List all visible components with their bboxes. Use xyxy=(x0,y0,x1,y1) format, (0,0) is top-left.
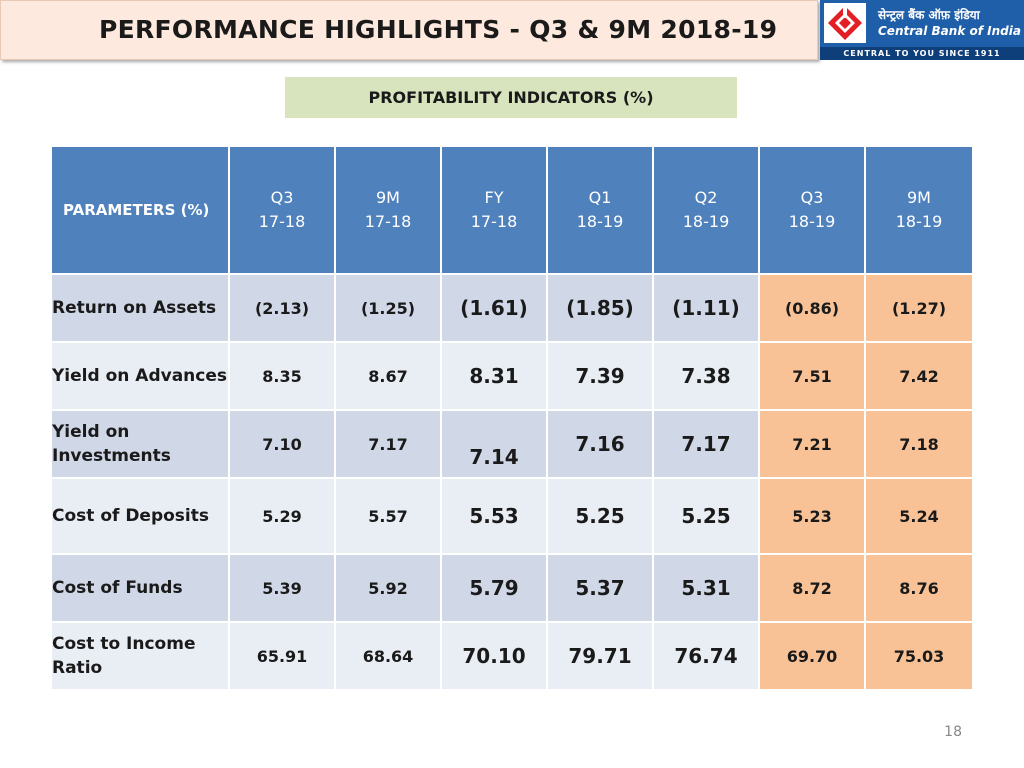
column-header-year: 17-18 xyxy=(470,212,518,231)
table-cell: 65.91 xyxy=(228,621,336,691)
table-cell-highlighted: 7.51 xyxy=(758,341,866,411)
table-cell: (1.61) xyxy=(440,273,548,343)
column-header-year: 18-19 xyxy=(576,212,624,231)
table-cell: 5.53 xyxy=(440,477,548,555)
row-label: Yield on Investments xyxy=(50,409,230,479)
table-row: Yield on Advances 8.35 8.67 8.31 7.39 7.… xyxy=(50,341,974,411)
column-header: 9M 17-18 xyxy=(334,145,442,275)
row-label: Yield on Advances xyxy=(50,341,230,411)
bank-logo: सेन्ट्रल बैंक ऑफ़ इंडिया Central Bank of… xyxy=(820,0,1024,60)
column-header-period: FY xyxy=(484,188,504,207)
row-label: Cost of Funds xyxy=(50,553,230,623)
column-header: Q1 18-19 xyxy=(546,145,654,275)
table-cell: 7.39 xyxy=(546,341,654,411)
table-cell: 79.71 xyxy=(546,621,654,691)
table-cell-highlighted: 7.18 xyxy=(864,409,974,479)
table-row: Cost of Funds 5.39 5.92 5.79 5.37 5.31 8… xyxy=(50,553,974,623)
page-title: PERFORMANCE HIGHLIGHTS - Q3 & 9M 2018-19 xyxy=(99,15,778,44)
table-cell: 5.37 xyxy=(546,553,654,623)
column-header: Q2 18-19 xyxy=(652,145,760,275)
bank-emblem-icon xyxy=(824,3,866,43)
table-cell: 70.10 xyxy=(440,621,548,691)
table-cell: 5.57 xyxy=(334,477,442,555)
table-header-row: PARAMETERS (%) Q3 17-18 9M 17-18 FY 17-18 Q… xyxy=(50,145,974,275)
column-header: Q3 18-19 xyxy=(758,145,866,275)
table-cell-highlighted: (0.86) xyxy=(758,273,866,343)
table-cell: 7.17 xyxy=(334,409,442,479)
table-cell: 8.67 xyxy=(334,341,442,411)
table-cell: 7.14 xyxy=(440,409,548,479)
column-header-period: 9M xyxy=(376,188,400,207)
section-subtitle: PROFITABILITY INDICATORS (%) xyxy=(285,77,737,118)
table-cell: 5.25 xyxy=(652,477,760,555)
bank-name-hindi: सेन्ट्रल बैंक ऑफ़ इंडिया xyxy=(878,8,980,22)
column-header-year: 17-18 xyxy=(364,212,412,231)
table-cell: 5.39 xyxy=(228,553,336,623)
column-header-period: 9M xyxy=(907,188,931,207)
row-label: Cost of Deposits xyxy=(50,477,230,555)
table-cell: 7.17 xyxy=(652,409,760,479)
bank-tagline: CENTRAL TO YOU SINCE 1911 xyxy=(820,47,1024,60)
table-cell: 5.25 xyxy=(546,477,654,555)
table-cell-highlighted: 75.03 xyxy=(864,621,974,691)
column-header-period: Q2 xyxy=(694,188,718,207)
table-cell-highlighted: 8.72 xyxy=(758,553,866,623)
row-label: Return on Assets xyxy=(50,273,230,343)
table-cell: (2.13) xyxy=(228,273,336,343)
table-cell-highlighted: (1.27) xyxy=(864,273,974,343)
table-cell: 68.64 xyxy=(334,621,442,691)
column-header-year: 18-19 xyxy=(895,212,943,231)
column-header-year: 18-19 xyxy=(682,212,730,231)
table-row: Return on Assets (2.13) (1.25) (1.61) (1… xyxy=(50,273,974,343)
table-cell: (1.85) xyxy=(546,273,654,343)
table-cell-highlighted: 7.21 xyxy=(758,409,866,479)
column-header-parameters: PARAMETERS (%) xyxy=(50,145,230,275)
column-header: FY 17-18 xyxy=(440,145,548,275)
column-header-period: Q3 xyxy=(270,188,294,207)
table-cell: 7.38 xyxy=(652,341,760,411)
row-label: Cost to Income Ratio xyxy=(50,621,230,691)
page-number: 18 xyxy=(944,724,962,740)
table-cell: 5.31 xyxy=(652,553,760,623)
table-row: Yield on Investments 7.10 7.17 7.14 7.16… xyxy=(50,409,974,479)
title-banner: PERFORMANCE HIGHLIGHTS - Q3 & 9M 2018-19 xyxy=(0,0,818,60)
column-header-year: 18-19 xyxy=(788,212,836,231)
table-cell: 7.16 xyxy=(546,409,654,479)
table-cell: 8.35 xyxy=(228,341,336,411)
table-cell: 5.79 xyxy=(440,553,548,623)
column-header-year: 17-18 xyxy=(258,212,306,231)
bank-name-english: Central Bank of India xyxy=(878,24,1021,38)
column-header: Q3 17-18 xyxy=(228,145,336,275)
table-row: Cost to Income Ratio 65.91 68.64 70.10 7… xyxy=(50,621,974,691)
table-cell-highlighted: 8.76 xyxy=(864,553,974,623)
table-cell-highlighted: 5.24 xyxy=(864,477,974,555)
table-cell: 76.74 xyxy=(652,621,760,691)
table-cell-highlighted: 7.42 xyxy=(864,341,974,411)
table-cell: 7.10 xyxy=(228,409,336,479)
profitability-table: PARAMETERS (%) Q3 17-18 9M 17-18 FY 17-18 Q… xyxy=(50,145,974,691)
table-cell-highlighted: 69.70 xyxy=(758,621,866,691)
table-cell-highlighted: 5.23 xyxy=(758,477,866,555)
column-header: 9M 18-19 xyxy=(864,145,974,275)
table-row: Cost of Deposits 5.29 5.57 5.53 5.25 5.2… xyxy=(50,477,974,555)
table-cell: (1.25) xyxy=(334,273,442,343)
table-cell: (1.11) xyxy=(652,273,760,343)
table-cell: 5.92 xyxy=(334,553,442,623)
table-cell: 8.31 xyxy=(440,341,548,411)
column-header-period: Q3 xyxy=(800,188,824,207)
table-cell: 5.29 xyxy=(228,477,336,555)
column-header-period: Q1 xyxy=(588,188,612,207)
